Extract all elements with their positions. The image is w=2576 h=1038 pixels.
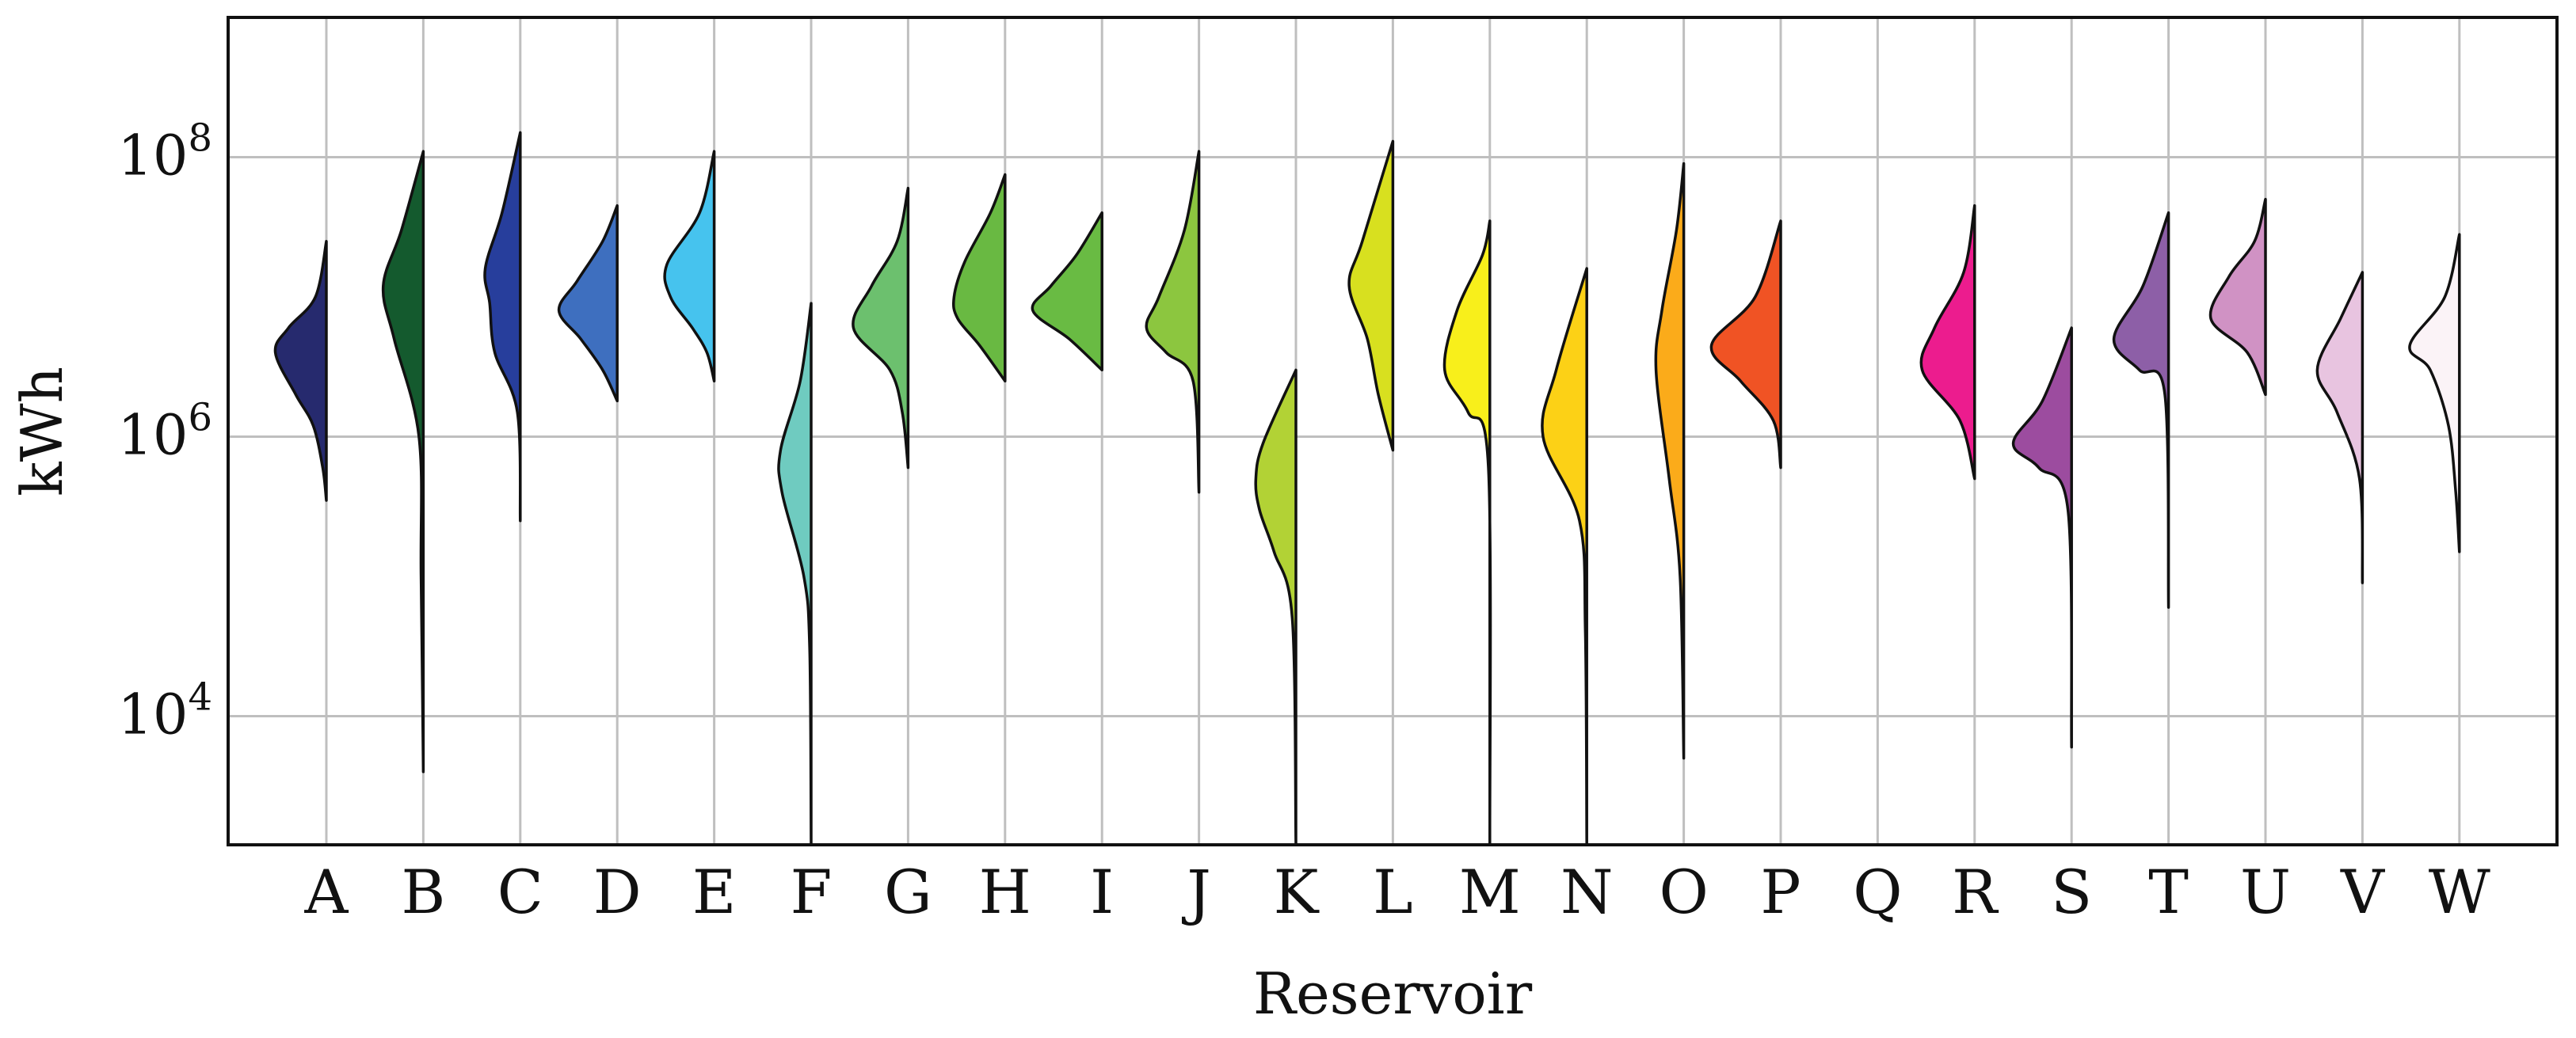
- x-tick-label-R: R: [1952, 857, 1999, 927]
- violin-V: [2315, 271, 2365, 584]
- violin-J: [1145, 150, 1201, 494]
- y-tick-labels: 104 106 108: [117, 116, 212, 747]
- x-tick-label-G: G: [884, 857, 932, 927]
- violin-U: [2208, 197, 2267, 397]
- y-tick-label-6: 106: [117, 395, 212, 467]
- plot-frame: [227, 16, 2559, 846]
- x-tick-label-I: I: [1090, 857, 1114, 927]
- x-tick-label-P: P: [1760, 857, 1801, 927]
- violin-E: [663, 150, 716, 383]
- x-tick-label-C: C: [497, 857, 543, 927]
- violin-H: [951, 173, 1007, 383]
- violin-M: [1442, 219, 1492, 846]
- x-tick-label-D: D: [593, 857, 642, 927]
- violin-G: [852, 186, 910, 470]
- violin-T: [2112, 211, 2170, 609]
- violin-W: [2408, 233, 2461, 553]
- x-axis-label: Reservoir: [1253, 960, 1533, 1027]
- y-tick-label-8: 108: [117, 116, 212, 188]
- x-tick-label-S: S: [2051, 857, 2092, 927]
- x-tick-label-F: F: [791, 857, 833, 927]
- y-axis-label: kWh: [9, 367, 75, 496]
- x-tick-label-Q: Q: [1853, 857, 1902, 927]
- x-tick-label-M: M: [1459, 857, 1521, 927]
- violin-N: [1541, 267, 1588, 846]
- x-tick-label-N: N: [1560, 857, 1614, 927]
- x-tick-label-U: U: [2240, 857, 2291, 927]
- y-tick-label-4: 104: [117, 675, 212, 747]
- violin-R: [1919, 203, 1976, 481]
- x-tick-label-V: V: [2340, 857, 2385, 927]
- x-tick-label-A: A: [304, 857, 349, 927]
- x-tick-label-K: K: [1274, 857, 1320, 927]
- violin-S: [2011, 326, 2073, 749]
- violin-B: [381, 150, 425, 774]
- violin-F: [777, 302, 813, 846]
- x-tick-label-J: J: [1181, 857, 1210, 927]
- violin-K: [1254, 368, 1298, 846]
- x-tick-label-L: L: [1373, 857, 1412, 927]
- violin-series: [273, 131, 2461, 846]
- x-tick-label-B: B: [401, 857, 445, 927]
- x-tick-label-W: W: [2429, 857, 2490, 927]
- x-tick-label-O: O: [1659, 857, 1708, 927]
- x-tick-label-T: T: [2148, 857, 2189, 927]
- violin-C: [483, 131, 522, 523]
- violin-I: [1031, 211, 1103, 372]
- violin-P: [1709, 219, 1782, 470]
- violin-A: [273, 240, 328, 502]
- violin-L: [1347, 139, 1395, 452]
- violin-D: [557, 203, 619, 403]
- violin-O: [1654, 162, 1686, 760]
- x-tick-label-H: H: [979, 857, 1031, 927]
- x-tick-label-E: E: [692, 857, 736, 927]
